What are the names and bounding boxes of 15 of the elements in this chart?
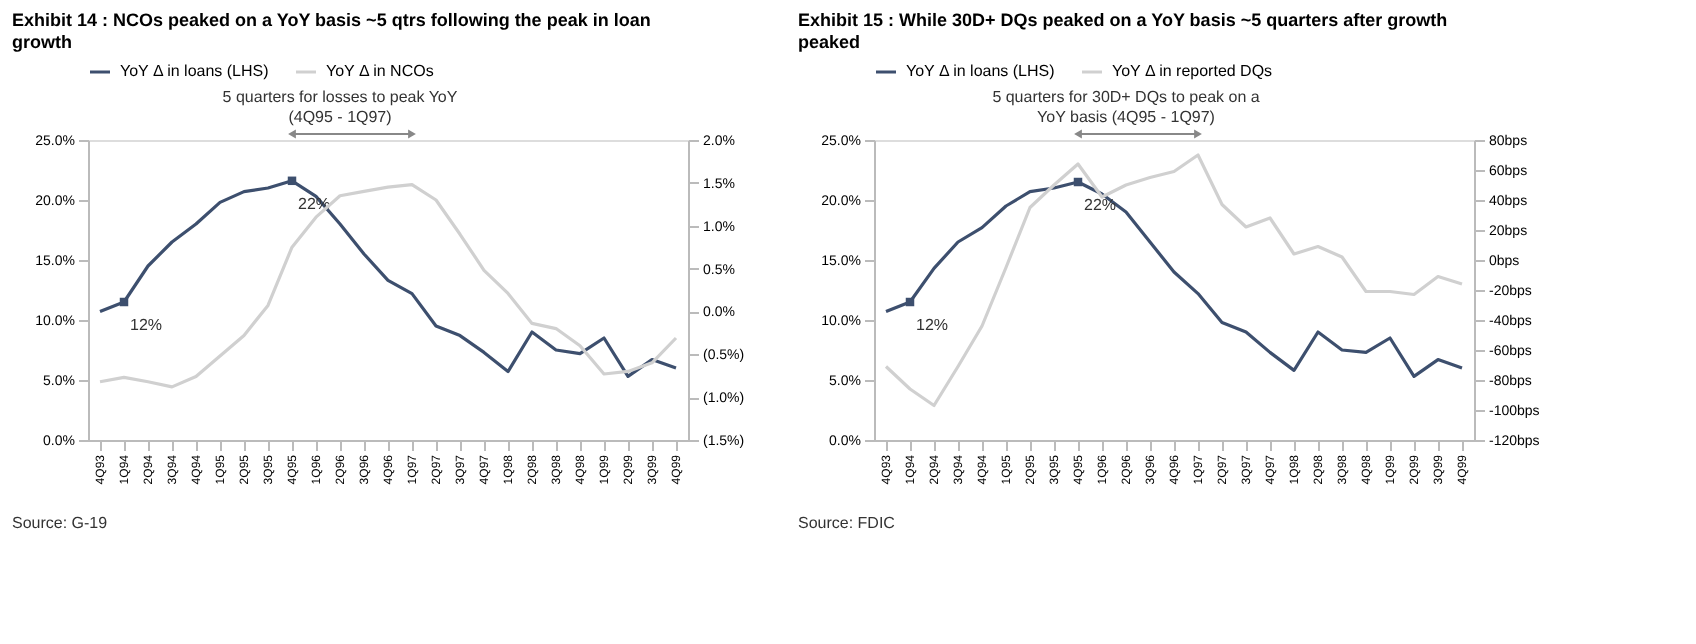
chart-title: Exhibit 15 : While 30D+ DQs peaked on a YoY basis ~5 quarters after growth peaked — [798, 10, 1448, 52]
legend-label: YoY Δ in reported DQs — [1112, 62, 1273, 80]
chart-title: Exhibit 14 : NCOs peaked on a YoY basis ~5 qtrs following the peak in loan growth — [12, 10, 651, 52]
text: 5 quarters for losses to peak YoY (4Q95 - 1Q97) — [222, 88, 459, 126]
line-series — [884, 153, 1464, 408]
annotation: 22% — [1084, 196, 1117, 214]
source-note: Source: G-19 — [12, 514, 109, 532]
annotation: 12% — [916, 316, 949, 334]
legend-label: YoY Δ in NCOs — [326, 62, 434, 80]
annotation: 12% — [130, 316, 163, 334]
source-note: Source: FDIC — [798, 514, 896, 532]
legend-label: YoY Δ in loans (LHS) — [120, 62, 270, 80]
annotation: 22% — [298, 194, 331, 213]
text: 5 quarters for 30D+ DQs to peak on a YoY basis (4Q95 - 1Q97) — [992, 88, 1261, 126]
legend-label: YoY Δ in loans (LHS) — [906, 62, 1056, 80]
